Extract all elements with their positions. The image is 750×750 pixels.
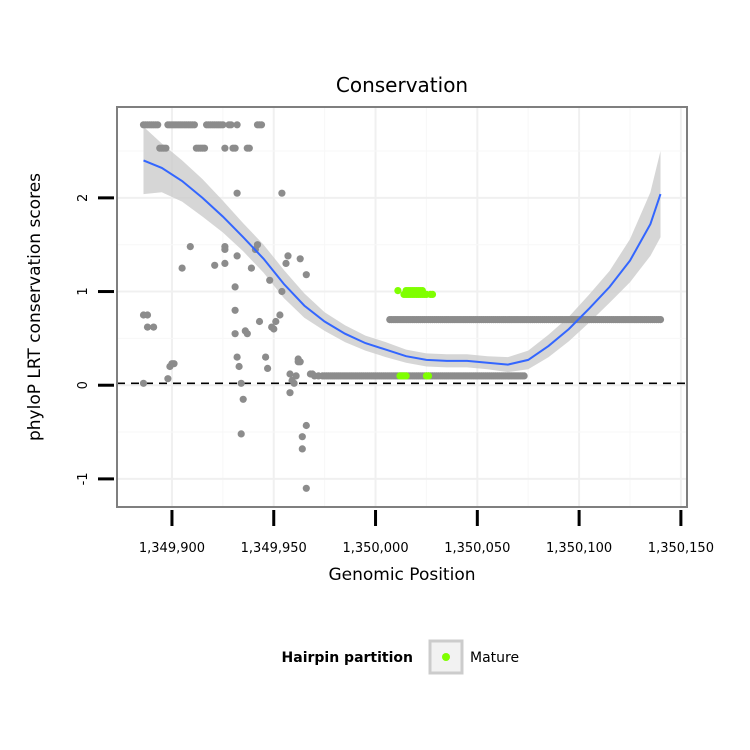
data-point [170, 360, 178, 368]
data-point [243, 330, 251, 338]
data-point [231, 283, 239, 291]
x-tick-label: 1,350,100 [546, 541, 612, 556]
data-point [237, 430, 245, 438]
data-point [270, 325, 278, 333]
y-tick-label: 1 [76, 287, 91, 295]
data-point [302, 271, 310, 279]
data-point [266, 276, 274, 284]
data-point [286, 389, 294, 397]
x-tick-label: 1,349,900 [139, 541, 205, 556]
data-point [262, 353, 270, 361]
data-point [231, 144, 239, 152]
data-point [237, 379, 245, 387]
data-point [231, 330, 239, 338]
data-point-mature [394, 287, 402, 295]
x-tick-label: 1,350,150 [648, 541, 714, 556]
legend-title: Hairpin partition [282, 650, 413, 666]
grid-lines [117, 107, 687, 507]
data-point [298, 445, 306, 453]
data-point [264, 364, 272, 372]
data-point [233, 121, 241, 129]
data-point [239, 395, 247, 403]
x-axis-ticks: 1,349,900 1,349,950 1,350,000 1,350,050 1,35… [139, 510, 714, 556]
y-axis-ticks: -1 0 1 2 [76, 194, 114, 485]
data-point [190, 121, 198, 129]
x-tick-label: 1,350,050 [444, 541, 510, 556]
data-point [139, 379, 148, 387]
data-point [231, 306, 239, 314]
data-point [290, 379, 298, 387]
data-point [233, 353, 241, 361]
x-axis-title: Genomic Position [328, 565, 475, 585]
data-point [278, 189, 286, 197]
data-point [253, 241, 262, 249]
data-point [296, 358, 304, 366]
data-point [233, 189, 241, 197]
data-point [200, 144, 209, 152]
legend-label-mature: Mature [470, 650, 519, 666]
data-point [227, 121, 235, 129]
points-mature [394, 287, 437, 380]
chart-title: Conservation [336, 73, 468, 97]
confidence-band [143, 126, 661, 373]
data-point [162, 144, 170, 152]
data-point [139, 311, 148, 319]
data-point [302, 421, 310, 430]
data-point [235, 362, 243, 371]
data-point-mature [402, 372, 410, 380]
legend-key-mature-dot [442, 653, 450, 661]
data-point [245, 144, 253, 152]
data-point [302, 484, 310, 492]
data-point [233, 252, 241, 260]
data-point [211, 261, 219, 269]
data-point [247, 264, 255, 272]
data-point [298, 433, 306, 441]
data-point [276, 311, 284, 319]
y-tick-label: -1 [76, 472, 91, 485]
data-point [257, 121, 266, 129]
data-point [278, 287, 286, 296]
data-point [272, 317, 280, 326]
data-point [154, 121, 162, 129]
data-point [255, 317, 264, 326]
x-tick-label: 1,350,000 [342, 541, 408, 556]
y-tick-label: 0 [76, 381, 91, 389]
data-point [219, 121, 227, 129]
plot-border [116, 106, 688, 508]
data-point [221, 259, 229, 267]
data-point [284, 252, 292, 260]
data-point [296, 255, 304, 263]
y-axis-title: phyloP LRT conservation scores [25, 173, 45, 441]
data-point [221, 245, 229, 253]
data-point [292, 372, 300, 380]
data-point [286, 370, 294, 378]
data-point [656, 316, 665, 324]
data-point [164, 375, 172, 383]
data-point [186, 243, 194, 251]
data-point [282, 259, 290, 267]
data-point [178, 264, 186, 272]
data-point [520, 372, 528, 380]
legend: Hairpin partition Mature [282, 639, 519, 675]
data-point [221, 144, 229, 152]
smooth-trend-line [143, 159, 662, 366]
x-tick-label: 1,349,950 [241, 541, 307, 556]
data-point-mature [424, 372, 433, 380]
data-point [143, 323, 152, 331]
data-point-mature [428, 290, 437, 298]
data-point [150, 323, 158, 331]
y-tick-label: 2 [76, 194, 91, 202]
